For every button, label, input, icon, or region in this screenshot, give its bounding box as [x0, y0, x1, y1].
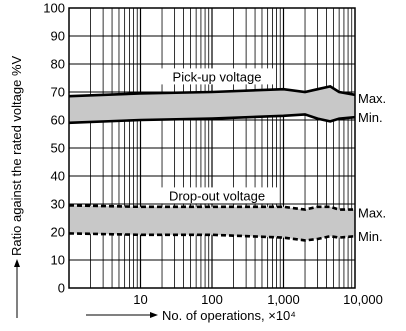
bands: [68, 85, 356, 242]
x-axis-title-group: No. of operations, ×10⁴: [86, 308, 296, 323]
band-min-label: Min.: [358, 229, 383, 244]
grid: [69, 8, 355, 288]
y-tick-label: 90: [51, 29, 65, 44]
x-tick-label: 10: [133, 292, 147, 307]
band-upper-line: [68, 204, 355, 211]
y-axis-ticks: 0 10 20 30 40 50 60 70 80 90 100: [43, 1, 65, 296]
band-labels: Pick-up voltage Max. Min. Drop-out voltage M…: [156, 68, 386, 244]
x-axis-title: No. of operations, ×10⁴: [162, 308, 296, 323]
x-tick-label: 10,000: [343, 292, 383, 307]
band-title-background: [156, 187, 278, 204]
band-min-label: Min.: [358, 110, 383, 125]
y-tick-label: 20: [51, 225, 65, 240]
band-lower-line: [68, 232, 356, 242]
y-tick-label: 70: [51, 85, 65, 100]
band-max-label: Max.: [358, 91, 386, 106]
y-tick-label: 30: [51, 197, 65, 212]
x-tick-label: 100: [201, 292, 223, 307]
y-axis-title: Ratio against the rated voltage %V: [9, 55, 24, 256]
band-title: Drop-out voltage: [169, 188, 265, 203]
y-axis-title-group: Ratio against the rated voltage %V: [9, 55, 24, 318]
x-axis-ticks: 10 100 1,000 10,000: [133, 292, 383, 307]
y-tick-label: 100: [43, 1, 65, 16]
plot-frame: [68, 7, 356, 289]
x-tick-label: 1,000: [267, 292, 300, 307]
band-upper-line: [68, 85, 356, 98]
y-axis-arrow-head: [14, 259, 20, 267]
y-tick-label: 0: [58, 281, 65, 296]
band-area: [69, 205, 355, 241]
band-title-background: [160, 68, 274, 85]
y-tick-label: 40: [51, 169, 65, 184]
y-tick-label: 50: [51, 141, 65, 156]
band-lower-line: [68, 113, 356, 125]
y-tick-label: 80: [51, 57, 65, 72]
y-tick-label: 10: [51, 253, 65, 268]
x-axis-arrow-head: [150, 312, 158, 318]
band-title: Pick-up voltage: [173, 69, 262, 84]
band-max-label: Max.: [358, 206, 386, 221]
y-tick-label: 60: [51, 113, 65, 128]
band-area: [69, 86, 355, 123]
